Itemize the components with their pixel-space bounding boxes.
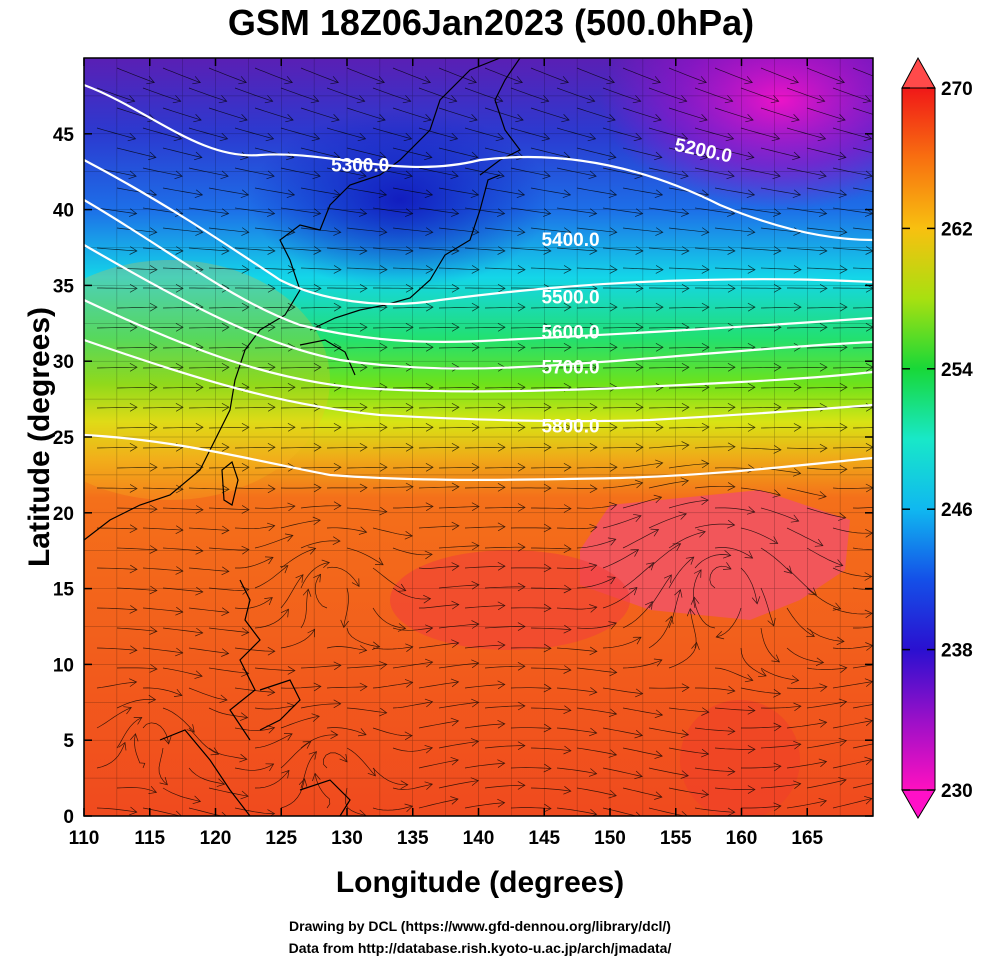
colorbar-tick-label: 254 — [941, 360, 973, 381]
colorbar-tick-label: 238 — [941, 641, 973, 662]
wind-streamlines — [96, 67, 873, 816]
y-tick-label: 35 — [53, 276, 75, 297]
x-tick-label: 110 — [69, 828, 100, 849]
map-title: GSM 18Z06Jan2023 (500.0hPa) — [227, 2, 755, 43]
credit-data: Data from http://database.rish.kyoto-u.a… — [288, 940, 672, 956]
x-tick-label: 160 — [726, 828, 758, 849]
contour-label: 5300.0 — [331, 156, 389, 177]
x-axis-label: Longitude (degrees) — [335, 866, 625, 899]
x-tick-label: 140 — [463, 828, 495, 849]
x-tick-label: 165 — [791, 828, 823, 849]
colorbar-tick-label: 230 — [941, 781, 973, 802]
y-tick-label: 40 — [53, 201, 74, 222]
colorbar-min-arrow — [901, 789, 936, 819]
y-tick-label: 25 — [53, 428, 75, 449]
x-tick-label: 145 — [528, 828, 560, 849]
contour-label: 5700.0 — [541, 357, 599, 378]
cold-core-japan — [250, 110, 550, 290]
y-tick-label: 30 — [53, 352, 74, 373]
contour-label: 5400.0 — [541, 230, 599, 251]
colorbar-tick-label: 262 — [941, 219, 973, 240]
x-tick-label: 125 — [265, 828, 297, 849]
x-tick-label: 120 — [200, 828, 232, 849]
credit-drawing: Drawing by DCL (https://www.gfd-dennou.o… — [289, 918, 671, 934]
x-tick-label: 155 — [660, 828, 692, 849]
coastlines — [84, 58, 521, 816]
y-tick-label: 0 — [63, 807, 74, 828]
y-tick-label: 15 — [53, 580, 75, 601]
y-tick-label: 20 — [53, 504, 74, 525]
x-tick-label: 135 — [397, 828, 429, 849]
x-tick-label: 150 — [594, 828, 626, 849]
contour-label: 5600.0 — [541, 322, 599, 343]
contour-label: 5500.0 — [541, 288, 599, 309]
y-tick-label: 45 — [53, 125, 75, 146]
height-contours — [84, 83, 873, 481]
y-axis-label: Latitude (degrees) — [23, 306, 56, 568]
x-tick-label: 130 — [331, 828, 363, 849]
colorbar-max-arrow — [901, 56, 936, 89]
colorbar: 230 238 246 254 262 270 — [901, 56, 973, 819]
x-tick-label: 115 — [134, 828, 165, 849]
colorbar-tick-label: 246 — [941, 500, 973, 521]
contour-label: 5800.0 — [541, 416, 599, 437]
y-tick-label: 10 — [53, 655, 74, 676]
colorbar-tick-label: 270 — [941, 79, 973, 100]
y-tick-label: 5 — [63, 731, 74, 752]
